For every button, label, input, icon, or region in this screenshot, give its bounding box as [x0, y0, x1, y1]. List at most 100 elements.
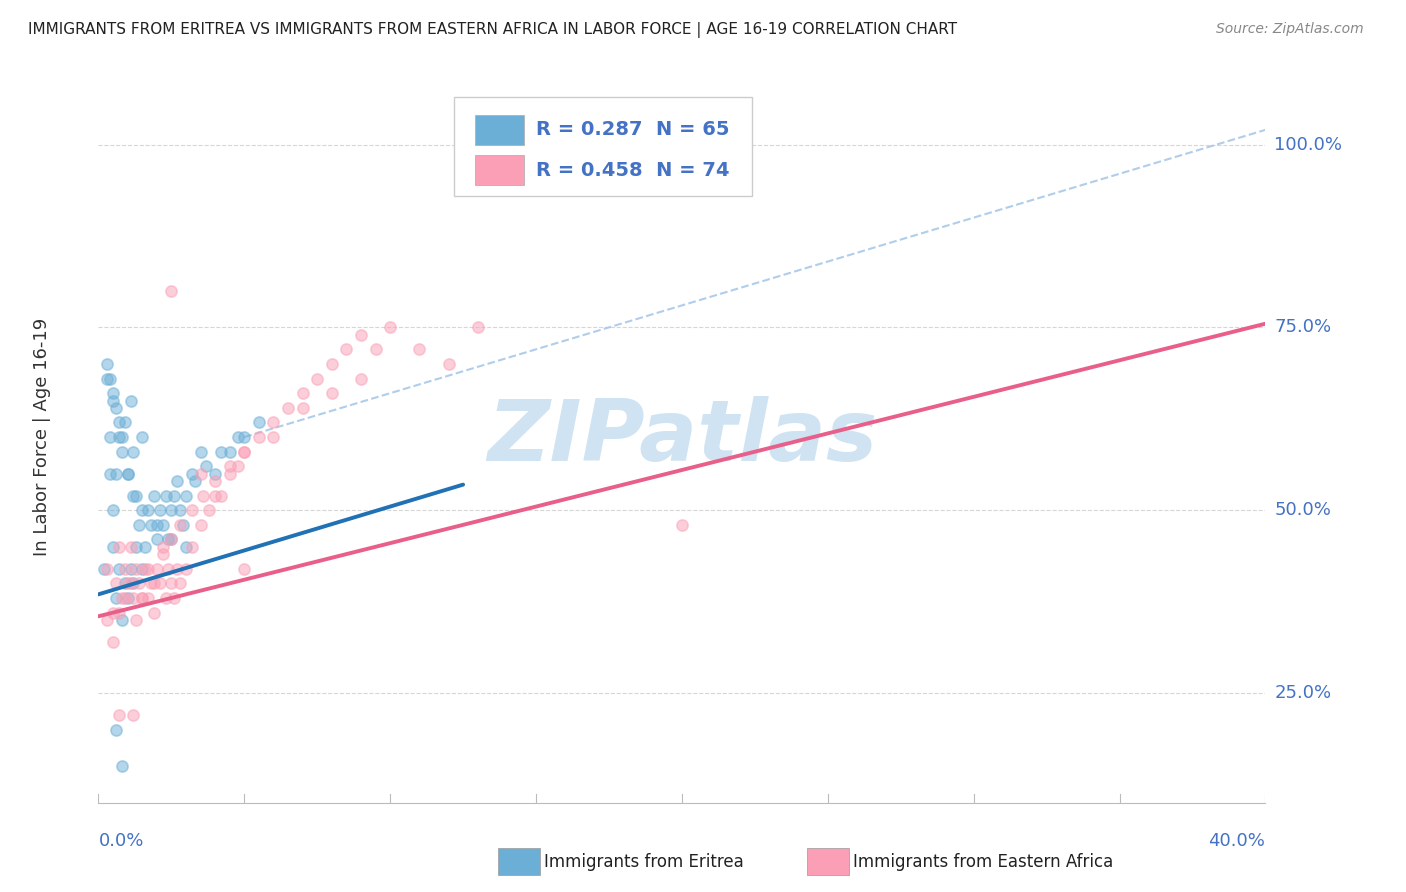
Point	[114, 562, 136, 576]
Point	[136, 503, 159, 517]
Point	[169, 503, 191, 517]
Point	[120, 540, 142, 554]
Point	[364, 343, 387, 357]
Point	[218, 467, 240, 481]
Point	[146, 533, 169, 547]
Point	[180, 467, 202, 481]
Point	[108, 430, 131, 444]
Point	[108, 416, 131, 430]
Point	[160, 533, 183, 547]
Point	[198, 503, 221, 517]
Text: 40.0%: 40.0%	[1209, 832, 1265, 850]
Point	[111, 430, 134, 444]
Point	[136, 591, 159, 605]
Point	[350, 371, 373, 385]
Point	[108, 708, 131, 723]
Point	[128, 576, 150, 591]
Point	[408, 343, 430, 357]
Point	[125, 489, 148, 503]
Point	[142, 489, 165, 503]
Point	[98, 430, 121, 444]
Point	[101, 606, 124, 620]
Point	[247, 430, 270, 444]
Text: In Labor Force | Age 16-19: In Labor Force | Age 16-19	[34, 318, 52, 557]
Point	[190, 467, 212, 481]
Point	[262, 430, 284, 444]
Point	[122, 708, 145, 723]
Point	[101, 540, 124, 554]
Point	[146, 562, 169, 576]
Point	[101, 393, 124, 408]
Point	[120, 393, 142, 408]
Point	[277, 401, 299, 415]
Point	[117, 591, 139, 605]
Point	[122, 576, 145, 591]
Point	[233, 444, 256, 458]
Point	[96, 613, 118, 627]
Point	[125, 562, 148, 576]
Point	[247, 416, 270, 430]
Point	[134, 540, 156, 554]
Point	[160, 576, 183, 591]
Point	[152, 547, 174, 561]
Point	[152, 517, 174, 532]
Point	[114, 591, 136, 605]
Point	[101, 503, 124, 517]
Text: 50.0%: 50.0%	[1274, 501, 1331, 519]
Point	[163, 489, 186, 503]
Point	[218, 459, 240, 474]
Point	[96, 371, 118, 385]
Point	[169, 517, 191, 532]
Text: 25.0%: 25.0%	[1274, 684, 1331, 702]
Point	[195, 459, 218, 474]
Point	[104, 467, 127, 481]
Point	[166, 474, 188, 488]
Point	[160, 533, 183, 547]
Point	[120, 562, 142, 576]
Point	[160, 503, 183, 517]
Point	[233, 562, 256, 576]
Text: Source: ZipAtlas.com: Source: ZipAtlas.com	[1216, 22, 1364, 37]
Point	[169, 576, 191, 591]
Point	[174, 489, 197, 503]
Point	[131, 562, 153, 576]
Point	[174, 540, 197, 554]
Point	[120, 576, 142, 591]
Point	[163, 591, 186, 605]
Point	[111, 759, 134, 773]
Point	[262, 416, 284, 430]
Point	[96, 357, 118, 371]
Point	[114, 416, 136, 430]
Point	[307, 371, 329, 385]
Point	[233, 430, 256, 444]
Point	[437, 357, 460, 371]
Point	[122, 489, 145, 503]
Point	[218, 444, 240, 458]
Point	[125, 540, 148, 554]
Point	[204, 467, 226, 481]
Point	[131, 591, 153, 605]
Point	[96, 562, 118, 576]
Point	[131, 430, 153, 444]
Point	[172, 517, 194, 532]
Point	[193, 489, 215, 503]
Point	[117, 467, 139, 481]
Point	[350, 327, 373, 342]
Point	[155, 489, 177, 503]
Point	[136, 562, 159, 576]
Text: IMMIGRANTS FROM ERITREA VS IMMIGRANTS FROM EASTERN AFRICA IN LABOR FORCE | AGE 1: IMMIGRANTS FROM ERITREA VS IMMIGRANTS FR…	[28, 22, 957, 38]
Text: ZIPatlas: ZIPatlas	[486, 395, 877, 479]
Point	[98, 371, 121, 385]
Point	[142, 606, 165, 620]
Point	[101, 635, 124, 649]
Point	[128, 517, 150, 532]
Text: R = 0.287  N = 65: R = 0.287 N = 65	[536, 120, 730, 139]
Point	[157, 562, 180, 576]
Point	[111, 613, 134, 627]
Point	[209, 444, 232, 458]
FancyBboxPatch shape	[475, 115, 524, 145]
Point	[190, 517, 212, 532]
Point	[291, 386, 314, 401]
Point	[98, 467, 121, 481]
Point	[111, 591, 134, 605]
